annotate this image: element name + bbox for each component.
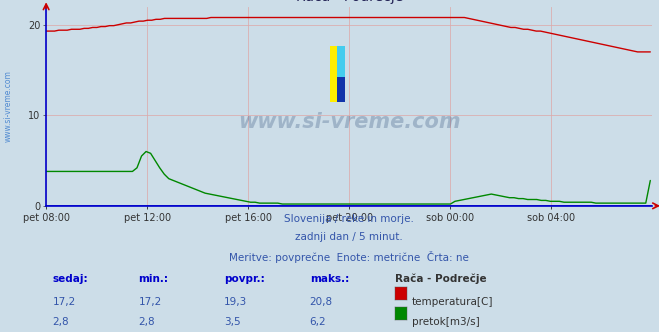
Text: 3,5: 3,5 bbox=[224, 317, 241, 327]
Text: pretok[m3/s]: pretok[m3/s] bbox=[412, 317, 480, 327]
Bar bbox=[337, 46, 345, 77]
Text: 2,8: 2,8 bbox=[53, 317, 69, 327]
Title: Rača - Podrečje: Rača - Podrečje bbox=[296, 0, 403, 4]
Text: Rača - Podrečje: Rača - Podrečje bbox=[395, 274, 487, 285]
Bar bbox=[337, 77, 345, 102]
Text: Meritve: povprečne  Enote: metrične  Črta: ne: Meritve: povprečne Enote: metrične Črta:… bbox=[229, 251, 469, 263]
Text: maks.:: maks.: bbox=[310, 274, 349, 284]
Text: 17,2: 17,2 bbox=[53, 297, 76, 307]
Text: 19,3: 19,3 bbox=[224, 297, 247, 307]
Text: 2,8: 2,8 bbox=[138, 317, 155, 327]
Text: temperatura[C]: temperatura[C] bbox=[412, 297, 494, 307]
Text: 17,2: 17,2 bbox=[138, 297, 161, 307]
Text: zadnji dan / 5 minut.: zadnji dan / 5 minut. bbox=[295, 232, 403, 242]
Text: www.si-vreme.com: www.si-vreme.com bbox=[238, 112, 461, 132]
Text: povpr.:: povpr.: bbox=[224, 274, 265, 284]
Text: sedaj:: sedaj: bbox=[53, 274, 88, 284]
Text: min.:: min.: bbox=[138, 274, 169, 284]
Text: 6,2: 6,2 bbox=[310, 317, 326, 327]
Text: 20,8: 20,8 bbox=[310, 297, 333, 307]
Text: Slovenija / reke in morje.: Slovenija / reke in morje. bbox=[284, 214, 415, 224]
Bar bbox=[330, 46, 337, 102]
Text: www.si-vreme.com: www.si-vreme.com bbox=[3, 70, 13, 142]
